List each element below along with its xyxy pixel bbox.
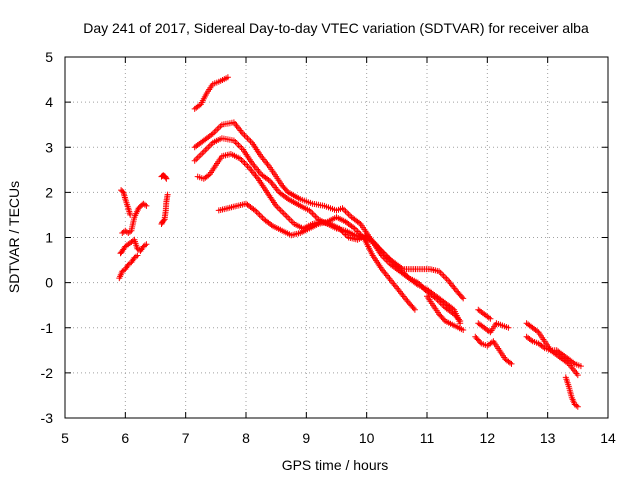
series-late-6: [562, 374, 581, 410]
y-tick-label: -2: [41, 365, 54, 381]
series-early-6: [158, 172, 170, 182]
y-axis-label: SDTVAR / TECUs: [6, 181, 22, 293]
data-point: [158, 191, 171, 227]
y-tick-label: 2: [45, 184, 53, 200]
series-late-5: [523, 333, 581, 379]
chart-title: Day 241 of 2017, Sidereal Day-to-day VTE…: [83, 20, 589, 36]
x-tick-label: 5: [61, 430, 69, 446]
x-tick-label: 13: [540, 430, 556, 446]
data-point: [215, 200, 418, 313]
y-tick-label: 1: [45, 230, 53, 246]
series-late-3: [475, 306, 494, 322]
x-tick-label: 6: [121, 430, 129, 446]
series-early-1: [118, 187, 134, 218]
data-point: [191, 74, 231, 112]
x-tick-label: 10: [359, 430, 375, 446]
data-point: [424, 293, 467, 333]
x-tick-label: 12: [480, 430, 496, 446]
series-early-3: [117, 236, 150, 257]
y-tick-label: 0: [45, 275, 53, 291]
y-tick-label: 4: [45, 94, 53, 110]
data-point: [472, 333, 515, 367]
data-point: [158, 172, 170, 182]
y-tick-label: -3: [41, 410, 54, 426]
data-point: [475, 320, 512, 336]
series-early-2: [119, 200, 150, 236]
x-tick-label: 7: [182, 430, 190, 446]
marks-layer: [116, 74, 584, 410]
data-point: [119, 200, 150, 236]
data-point: [523, 333, 581, 379]
data-point: [116, 252, 141, 282]
series-track-d: [194, 151, 467, 302]
x-tick-label: 8: [242, 430, 250, 446]
series-track-c: [191, 135, 464, 327]
data-point: [117, 236, 150, 257]
series-track-f: [424, 293, 467, 333]
series-track-a: [191, 74, 231, 112]
y-tick-label: 5: [45, 49, 53, 65]
data-point: [118, 187, 134, 218]
plot-frame: [64, 56, 609, 419]
series-late-1: [475, 320, 512, 336]
data-point: [475, 306, 494, 322]
grid-layer: [65, 57, 608, 418]
data-point: [194, 151, 467, 302]
series-late-2: [472, 333, 515, 367]
data-point: [562, 374, 581, 410]
x-tick-label: 9: [302, 430, 310, 446]
x-tick-label: 14: [600, 430, 616, 446]
series-early-5: [158, 191, 171, 227]
y-tick-label: -1: [41, 320, 54, 336]
x-axis-label: GPS time / hours: [282, 457, 389, 473]
series-track-e: [215, 200, 418, 313]
y-tick-label: 3: [45, 139, 53, 155]
x-tick-label: 11: [420, 430, 435, 446]
data-point: [191, 135, 464, 327]
series-early-4: [116, 252, 141, 282]
